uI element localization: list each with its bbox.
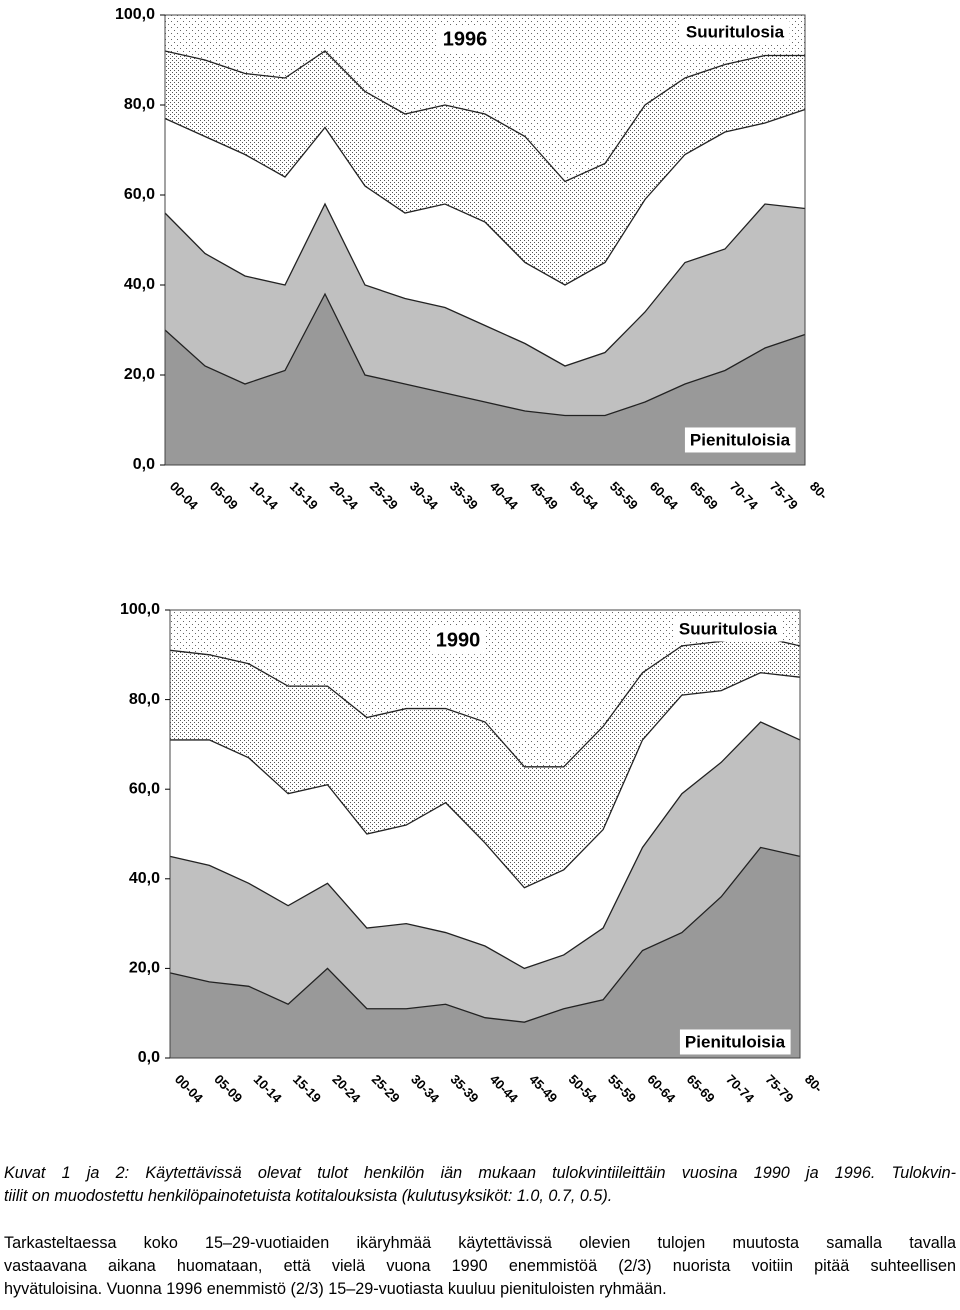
y-tick-label: 60,0 <box>129 780 160 797</box>
x-tick-label: 60-64 <box>644 1072 679 1107</box>
area-segment <box>170 610 800 767</box>
caption-line: tiilit on muodostettu henkilöpainotetuis… <box>4 1187 613 1205</box>
x-tick-label: 50-54 <box>567 479 602 514</box>
chart-title: 1990 <box>436 629 481 651</box>
x-tick-label: 00-04 <box>167 479 202 514</box>
annotation: Suuritulosia <box>679 619 778 638</box>
area-segment <box>170 847 800 1058</box>
chart-title-box <box>430 626 486 655</box>
x-tick-label: 10-14 <box>251 1072 286 1107</box>
boundary-line <box>164 108 806 286</box>
x-tick-label: 25-29 <box>369 1072 403 1106</box>
annotation-box <box>680 19 790 45</box>
y-tick-label: 0,0 <box>138 1049 160 1066</box>
boundary-line <box>169 721 801 970</box>
area-segment <box>165 294 805 465</box>
x-tick-label: 40-44 <box>487 479 522 514</box>
x-tick-label: 25-29 <box>367 479 401 513</box>
boundary-line <box>169 846 801 1023</box>
text-block: Kuvat 1 ja 2: Käytettävissä olevat tulot… <box>4 1162 956 1301</box>
x-tick-label: 55-59 <box>607 479 641 513</box>
y-tick-label: 60,0 <box>124 186 155 203</box>
chart-title: 1996 <box>443 28 488 50</box>
y-tick-label: 100,0 <box>120 601 160 618</box>
x-tick-label: 20-24 <box>327 479 362 514</box>
annotation: Pienituloisia <box>685 1032 786 1051</box>
boundary-line <box>169 636 801 768</box>
boundary-line <box>164 50 805 183</box>
area-segment <box>165 51 805 285</box>
annotation-box <box>684 427 796 453</box>
area-segment <box>170 722 800 1023</box>
y-tick-label: 40,0 <box>129 870 160 887</box>
area-segment <box>165 109 805 366</box>
caption-line: Kuvat 1 ja 2: Käytettävissä olevat tulot… <box>4 1164 956 1182</box>
y-tick-label: 20,0 <box>129 960 160 977</box>
annotation: Pienituloisia <box>690 430 791 449</box>
paragraph: Tarkasteltaessa koko 15–29-vuotiaiden ik… <box>4 1232 956 1301</box>
x-tick-label: 00-04 <box>172 1072 207 1107</box>
y-tick-label: 0,0 <box>133 456 155 473</box>
annotation-box <box>679 1029 791 1055</box>
x-tick-label: 65-69 <box>684 1072 718 1106</box>
paragraph-line: Tarkasteltaessa koko 15–29-vuotiaiden ik… <box>4 1234 956 1252</box>
y-tick-label: 40,0 <box>124 276 155 293</box>
area-segment <box>165 15 805 182</box>
y-tick-label: 80,0 <box>129 691 160 708</box>
boundary-line <box>164 292 806 417</box>
x-tick-label: 20-24 <box>329 1072 364 1107</box>
x-tick-label: 75-79 <box>763 1072 797 1106</box>
annotation-box <box>673 616 783 642</box>
caption: Kuvat 1 ja 2: Käytettävissä olevat tulot… <box>4 1162 956 1208</box>
x-tick-label: 15-19 <box>290 1072 324 1106</box>
annotation: Suuritulosia <box>686 22 785 41</box>
x-tick-label: 05-09 <box>211 1072 245 1106</box>
x-tick-label: 35-39 <box>448 1072 482 1106</box>
boundary-line <box>170 672 801 889</box>
area-segment <box>170 672 800 969</box>
area-segment <box>165 204 805 416</box>
y-tick-label: 20,0 <box>124 366 155 383</box>
area-segment <box>170 636 800 888</box>
x-tick-label: 30-34 <box>407 479 442 514</box>
x-tick-label: 45-49 <box>527 479 561 513</box>
x-tick-label: 40-44 <box>487 1072 522 1107</box>
y-tick-label: 100,0 <box>115 6 155 23</box>
y-tick-label: 80,0 <box>124 96 155 113</box>
x-tick-label: 70-74 <box>727 479 762 514</box>
x-tick-label: 35-39 <box>447 479 481 513</box>
plot-border <box>169 609 801 1059</box>
x-tick-label: 80- <box>807 479 831 503</box>
x-tick-label: 50-54 <box>566 1072 601 1107</box>
x-tick-label: 45-49 <box>526 1072 560 1106</box>
paragraph-line: hyvätuloisina. Vuonna 1996 enemmistö (2/… <box>4 1280 667 1298</box>
x-tick-label: 30-34 <box>408 1072 443 1107</box>
x-tick-label: 15-19 <box>287 479 321 513</box>
x-tick-label: 55-59 <box>605 1072 639 1106</box>
chart-title-box <box>437 25 493 54</box>
x-tick-label: 10-14 <box>247 479 282 514</box>
boundary-line <box>164 202 806 367</box>
x-tick-label: 65-69 <box>687 479 721 513</box>
x-tick-label: 80- <box>802 1072 826 1096</box>
x-tick-label: 70-74 <box>723 1072 758 1107</box>
x-tick-label: 05-09 <box>207 479 241 513</box>
x-tick-label: 75-79 <box>767 479 801 513</box>
paragraph-line: vastaavana aikana huomataan, että vielä … <box>4 1257 956 1275</box>
x-tick-label: 60-64 <box>647 479 682 514</box>
plot-border <box>164 14 806 466</box>
